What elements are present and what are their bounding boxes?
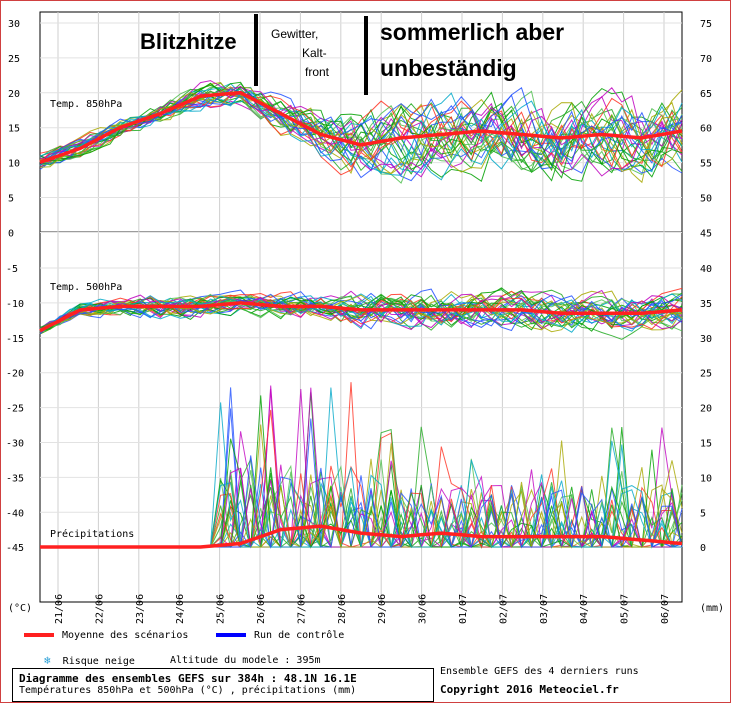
y-tick-left: -45 — [6, 543, 24, 554]
y-tick-left: -35 — [6, 473, 24, 484]
y-tick-right: 65 — [700, 89, 712, 100]
footer-copyright: Copyright 2016 Meteociel.fr — [440, 683, 619, 696]
legend-mean-label: Moyenne des scénarios — [62, 630, 189, 641]
footer-ensemble: Ensemble GEFS des 4 derniers runs — [440, 666, 639, 677]
y-tick-left: 30 — [8, 19, 20, 30]
x-tick-label: 22/06 — [94, 594, 105, 624]
y-tick-right: 25 — [700, 369, 712, 380]
mean-lines — [39, 90, 683, 549]
y-tick-right: 40 — [700, 264, 712, 275]
y-tick-right: 45 — [700, 228, 712, 239]
t500-label: Temp. 500hPa — [50, 282, 122, 293]
y-tick-left: 0 — [8, 228, 14, 239]
mean-line-precip — [40, 524, 683, 549]
footer-box: Diagramme des ensembles GEFS sur 384h : … — [12, 668, 434, 702]
x-tick-label: 05/07 — [620, 594, 631, 624]
y-tick-right: 15 — [700, 439, 712, 450]
legend-snow-label: Risque neige — [62, 656, 135, 667]
y-tick-left: 15 — [8, 124, 20, 135]
unit-right: (mm) — [700, 603, 724, 614]
y-tick-right: 5 — [700, 508, 706, 519]
y-tick-left: -20 — [6, 369, 24, 380]
member-line-t500 — [39, 294, 682, 333]
x-tick-label: 23/06 — [135, 594, 146, 624]
y-tick-left: -15 — [6, 334, 24, 345]
member-line-t500 — [39, 289, 683, 332]
annotation-unbestaendig: unbeständig — [380, 55, 517, 81]
footer-subtitle: Températures 850hPa et 500hPa (°C) , pré… — [19, 685, 357, 696]
y-tick-right: 10 — [700, 473, 712, 484]
x-tick-label: 26/06 — [256, 594, 267, 624]
legend-control-label: Run de contrôle — [254, 630, 345, 641]
precip-label: Précipitations — [50, 528, 134, 540]
legend-snow: ❄ Risque neige — [44, 654, 135, 667]
x-tick-label: 04/07 — [579, 594, 590, 624]
x-tick-label: 30/06 — [418, 594, 429, 624]
x-tick-label: 24/06 — [175, 594, 186, 624]
legend-mean: Moyenne des scénarios — [24, 630, 188, 641]
snowflake-icon: ❄ — [44, 654, 51, 667]
member-line-t500 — [39, 291, 683, 332]
y-tick-left: -25 — [6, 404, 24, 415]
member-line-t850 — [39, 93, 683, 182]
y-tick-right: 60 — [700, 124, 712, 135]
y-tick-right: 0 — [700, 543, 706, 554]
y-tick-left: 5 — [8, 194, 14, 205]
member-line-t500 — [39, 293, 683, 331]
member-line-t850 — [39, 90, 683, 174]
y-tick-right: 35 — [700, 299, 712, 310]
y-tick-left: 20 — [8, 89, 20, 100]
y-tick-right: 20 — [700, 404, 712, 415]
x-tick-label: 01/07 — [458, 594, 469, 624]
annotation-front: front — [305, 65, 330, 79]
member-line-t850 — [39, 97, 683, 175]
x-tick-label: 03/07 — [539, 594, 550, 624]
legend-control: Run de contrôle — [216, 630, 344, 641]
member-line-t850 — [39, 86, 683, 173]
legend-altitude: Altitude du modele : 395m — [170, 655, 321, 666]
annotation-gewitter: Gewitter, — [271, 27, 318, 41]
footer-title: Diagramme des ensembles GEFS sur 384h : … — [19, 672, 357, 685]
footer-right: Ensemble GEFS des 4 derniers runs Copyri… — [440, 666, 639, 696]
y-tick-right: 75 — [700, 19, 712, 30]
unit-left: (°C) — [8, 603, 32, 614]
y-tick-left: 10 — [8, 159, 20, 170]
t850-label: Temp. 850hPa — [50, 99, 122, 110]
x-tick-label: 02/07 — [498, 594, 509, 624]
axis-ticks: 21/06 22/06 23/06 24/06 25/06 26/06 27/06 28/06… — [6, 19, 712, 624]
legend-control-swatch — [216, 633, 246, 637]
x-tick-label: 25/06 — [216, 594, 227, 624]
annotation-sommerlich: sommerlich aber — [380, 19, 564, 45]
y-tick-right: 70 — [700, 54, 712, 65]
y-tick-right: 50 — [700, 194, 712, 205]
legend-mean-swatch — [24, 633, 54, 637]
y-tick-left: 25 — [8, 54, 20, 65]
y-tick-right: 55 — [700, 159, 712, 170]
member-line-t500 — [39, 293, 683, 333]
y-tick-left: -10 — [6, 299, 24, 310]
x-tick-label: 21/06 — [54, 594, 65, 624]
y-tick-left: -40 — [6, 508, 24, 519]
mean-line-t850 — [39, 90, 683, 164]
mean-line-t500 — [39, 301, 683, 333]
annotation-blitzhitze: Blitzhitze — [140, 29, 237, 54]
member-line-t850 — [39, 86, 683, 166]
x-tick-label: 29/06 — [377, 594, 388, 624]
x-tick-label: 27/06 — [296, 594, 307, 624]
y-tick-left: -30 — [6, 439, 24, 450]
x-tick-label: 28/06 — [337, 594, 348, 624]
x-tick-label: 06/07 — [660, 594, 671, 624]
y-tick-left: -5 — [6, 264, 18, 275]
y-tick-right: 30 — [700, 334, 712, 345]
member-line-t850 — [39, 91, 683, 168]
member-line-t850 — [39, 80, 683, 176]
annotation-kalt: Kalt- — [302, 46, 327, 60]
